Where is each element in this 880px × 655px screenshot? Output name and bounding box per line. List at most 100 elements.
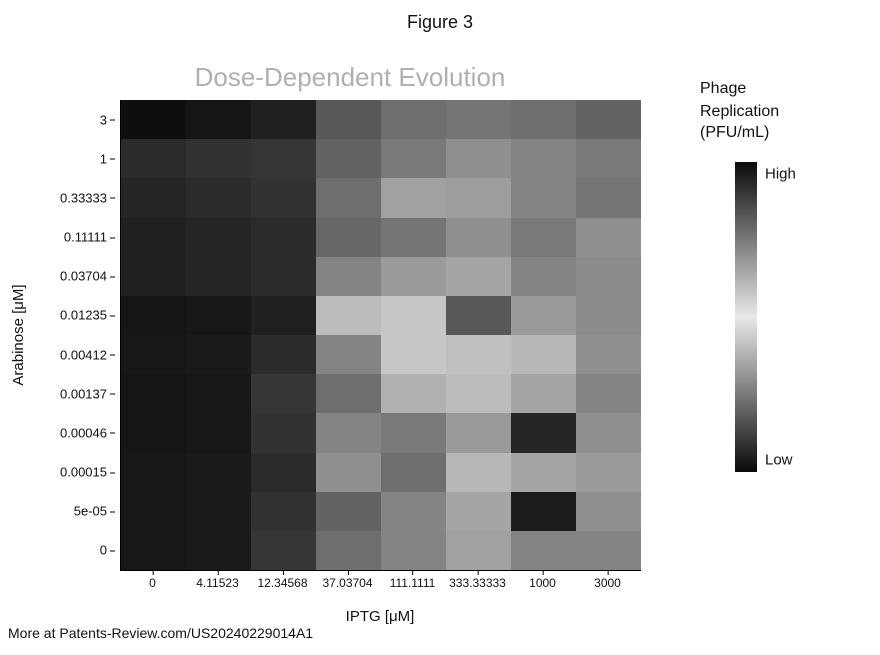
heatmap-cell (251, 492, 316, 531)
heatmap-cell (316, 453, 381, 492)
heatmap-cell (446, 100, 511, 139)
y-tick-label: 0.01235 (60, 308, 107, 323)
heatmap-cell (121, 453, 186, 492)
x-axis-label: IPTG [μM] (120, 608, 640, 625)
heatmap-cell (121, 492, 186, 531)
heatmap-cell (316, 296, 381, 335)
heatmap-cell (121, 257, 186, 296)
y-tick-label: 5e-05 (74, 504, 107, 519)
heatmap-cell (381, 453, 446, 492)
y-tick-label: 0.03704 (60, 269, 107, 284)
x-tick-label: 333.33333 (449, 576, 506, 590)
y-tick-label: 0.33333 (60, 190, 107, 205)
heatmap-cell (251, 453, 316, 492)
colorbar-low-label: Low (765, 451, 793, 468)
heatmap-cell (251, 139, 316, 178)
heatmap-cell (381, 257, 446, 296)
heatmap-cell (121, 413, 186, 452)
heatmap-cell (121, 139, 186, 178)
heatmap-cell (511, 100, 576, 139)
heatmap-cell (381, 374, 446, 413)
y-tick-label: 0.11111 (64, 230, 107, 245)
heatmap-cell (576, 178, 641, 217)
heatmap-cell (446, 218, 511, 257)
y-tick-label: 3 (100, 112, 107, 127)
heatmap-cell (251, 296, 316, 335)
heatmap-cell (511, 178, 576, 217)
heatmap-cell (251, 531, 316, 570)
heatmap-cell (576, 413, 641, 452)
heatmap-cell (511, 218, 576, 257)
y-tick-label: 1 (100, 151, 107, 166)
heatmap-cell (186, 374, 251, 413)
heatmap-cell (381, 413, 446, 452)
heatmap-grid (121, 100, 641, 570)
heatmap-cell (576, 531, 641, 570)
x-tick-label: 111.1111 (390, 576, 436, 590)
heatmap-cell (446, 374, 511, 413)
legend-subtitle-line1: Replication (700, 103, 779, 120)
heatmap-cell (381, 100, 446, 139)
heatmap-cell (121, 335, 186, 374)
heatmap-cell (121, 374, 186, 413)
legend: Phage Replication (PFU/mL) High Low (700, 80, 870, 472)
colorbar (735, 162, 757, 472)
heatmap-cell (576, 374, 641, 413)
heatmap-cell (121, 100, 186, 139)
heatmap-cell (251, 413, 316, 452)
heatmap-cell (576, 335, 641, 374)
heatmap-cell (381, 296, 446, 335)
heatmap-cell (316, 492, 381, 531)
heatmap-cell (576, 296, 641, 335)
heatmap-cell (121, 296, 186, 335)
heatmap-cell (316, 218, 381, 257)
figure-label: Figure 3 (0, 12, 880, 33)
footer-text: More at Patents-Review.com/US20240229014… (8, 625, 313, 641)
heatmap-cell (186, 492, 251, 531)
heatmap-cell (446, 492, 511, 531)
heatmap-cell (316, 139, 381, 178)
heatmap-cell (251, 335, 316, 374)
heatmap-cell (576, 139, 641, 178)
heatmap-cell (446, 296, 511, 335)
x-tick-label: 37.03704 (322, 576, 372, 590)
legend-subtitle-line2: (PFU/mL) (700, 124, 769, 141)
heatmap-cell (511, 139, 576, 178)
heatmap-cell (511, 335, 576, 374)
heatmap-cell (511, 492, 576, 531)
heatmap-cell (251, 257, 316, 296)
heatmap-cell (186, 453, 251, 492)
heatmap-cell (446, 257, 511, 296)
x-tick-label: 1000 (529, 576, 556, 590)
legend-title: Phage (700, 80, 870, 98)
heatmap-cell (186, 178, 251, 217)
heatmap-cell (186, 257, 251, 296)
x-tick-label: 0 (149, 576, 156, 590)
y-axis-label: Arabinose [μM] (10, 284, 27, 385)
heatmap-cell (251, 218, 316, 257)
heatmap-cell (511, 531, 576, 570)
y-tick-label: 0.00015 (60, 465, 107, 480)
x-tick-label: 3000 (594, 576, 621, 590)
colorbar-container: High Low (735, 162, 870, 472)
y-tick-label: 0 (100, 543, 107, 558)
heatmap-cell (251, 374, 316, 413)
y-tick-label: 0.00412 (60, 347, 107, 362)
heatmap-cell (316, 374, 381, 413)
heatmap-cell (576, 100, 641, 139)
heatmap-cell (186, 531, 251, 570)
heatmap-cell (446, 531, 511, 570)
x-tick-label: 12.34568 (257, 576, 307, 590)
heatmap-cell (186, 413, 251, 452)
heatmap-cell (186, 296, 251, 335)
legend-subtitle: Replication (PFU/mL) (700, 102, 870, 144)
heatmap-cell (511, 374, 576, 413)
heatmap-cell (511, 257, 576, 296)
heatmap-cell (446, 139, 511, 178)
heatmap-cell (511, 453, 576, 492)
heatmap-cell (121, 178, 186, 217)
heatmap-cell (121, 531, 186, 570)
heatmap-cell (381, 492, 446, 531)
heatmap-cell (186, 335, 251, 374)
heatmap-cell (316, 257, 381, 296)
